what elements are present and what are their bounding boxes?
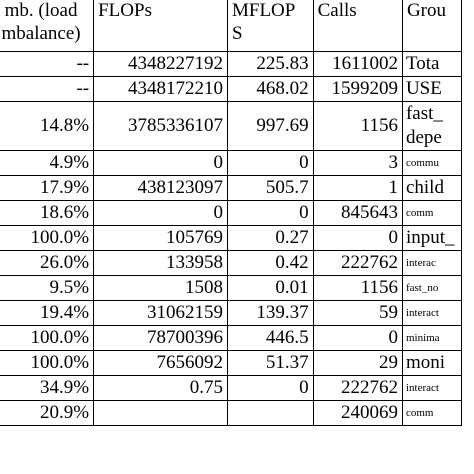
cell-group: minima	[401, 325, 463, 351]
cell-group: Tota	[401, 51, 463, 77]
header-mflops-line2: S	[231, 23, 243, 44]
cell-calls: 1156	[312, 275, 403, 301]
cell-group: child	[401, 175, 463, 201]
cell-imbalance: 18.6%	[0, 200, 95, 226]
table-row: 17.9% 438123097 505.7 1 child	[0, 175, 463, 201]
table-row: 9.5% 1508 0.01 1156 fast_no	[0, 275, 463, 301]
cell-imbalance: 9.5%	[0, 275, 95, 301]
header-mflops-line1: MFLOP	[231, 0, 296, 21]
cell-flops: 105769	[93, 225, 228, 251]
cell-calls: 1599209	[312, 76, 403, 102]
cell-flops: 31062159	[93, 300, 228, 326]
cell-calls: 3	[312, 150, 403, 176]
header-calls: Calls	[312, 0, 403, 52]
cell-calls: 240069	[312, 400, 403, 426]
cell-group-line2: depe	[405, 127, 442, 148]
cell-mflops: 139.37	[226, 300, 314, 326]
table-row: 14.8% 3785336107 997.69 1156 fast_depe	[0, 101, 463, 151]
cell-group: comm	[401, 400, 463, 426]
cell-calls: 1156	[312, 101, 403, 151]
cell-calls: 59	[312, 300, 403, 326]
cell-group: moni	[401, 350, 463, 376]
cell-mflops: 468.02	[226, 76, 314, 102]
cell-flops: 0.75	[93, 375, 228, 401]
cell-group: commu	[401, 150, 463, 176]
cell-group: input_	[401, 225, 463, 251]
table-header-row: mb. (load mbalance) FLOPs MFLOP S Calls …	[0, 0, 463, 52]
cell-group: comm	[401, 200, 463, 226]
table-row: -- 4348172210 468.02 1599209 USE	[0, 76, 463, 102]
header-imbalance-line2: mbalance)	[1, 23, 81, 44]
cell-flops: 0	[93, 200, 228, 226]
table-row: 4.9% 0 0 3 commu	[0, 150, 463, 176]
cell-group: fast_no	[401, 275, 463, 301]
cell-mflops: 446.5	[226, 325, 314, 351]
cell-calls: 0	[312, 225, 403, 251]
performance-table: mb. (load mbalance) FLOPs MFLOP S Calls …	[0, 0, 463, 426]
cell-imbalance: --	[0, 76, 95, 102]
cell-imbalance: 34.9%	[0, 375, 95, 401]
cell-flops: 78700396	[93, 325, 228, 351]
cell-mflops: 0	[226, 200, 314, 226]
cell-group: fast_depe	[401, 101, 463, 151]
table-body: -- 4348227192 225.83 1611002 Tota -- 434817221…	[0, 51, 463, 426]
cell-imbalance: 20.9%	[0, 400, 95, 426]
cell-mflops: 225.83	[226, 51, 314, 77]
cell-flops: 0	[93, 150, 228, 176]
cell-imbalance: 14.8%	[0, 101, 95, 151]
cell-group: USE	[401, 76, 463, 102]
cell-mflops: 0.42	[226, 250, 314, 276]
cell-calls: 29	[312, 350, 403, 376]
cell-calls: 1	[312, 175, 403, 201]
cell-mflops: 0.01	[226, 275, 314, 301]
table-row: 20.9% 240069 comm	[0, 400, 463, 426]
cell-calls: 845643	[312, 200, 403, 226]
table-row: 34.9% 0.75 0 222762 interact	[0, 375, 463, 401]
table-row: 18.6% 0 0 845643 comm	[0, 200, 463, 226]
cell-imbalance: 17.9%	[0, 175, 95, 201]
table-row: 26.0% 133958 0.42 222762 interac	[0, 250, 463, 276]
header-imbalance-line1: mb. (load	[4, 0, 78, 21]
cell-flops: 4348227192	[93, 51, 228, 77]
cell-flops	[93, 400, 228, 426]
table-row: 100.0% 78700396 446.5 0 minima	[0, 325, 463, 351]
table-row: 100.0% 105769 0.27 0 input_	[0, 225, 463, 251]
cell-flops: 7656092	[93, 350, 228, 376]
cell-mflops: 0.27	[226, 225, 314, 251]
cell-imbalance: 19.4%	[0, 300, 95, 326]
cell-group: interac	[401, 250, 463, 276]
cell-calls: 222762	[312, 250, 403, 276]
header-group: Grou	[401, 0, 463, 52]
cell-imbalance: 26.0%	[0, 250, 95, 276]
cell-flops: 1508	[93, 275, 228, 301]
cell-group-line1: fast_	[405, 103, 443, 124]
cell-imbalance: 100.0%	[0, 225, 95, 251]
header-mflops: MFLOP S	[226, 0, 314, 52]
cell-mflops: 505.7	[226, 175, 314, 201]
header-flops: FLOPs	[93, 0, 228, 52]
cell-group: interact	[401, 300, 463, 326]
cell-calls: 0	[312, 325, 403, 351]
cell-flops: 133958	[93, 250, 228, 276]
cell-mflops: 0	[226, 150, 314, 176]
cell-imbalance: 100.0%	[0, 350, 95, 376]
cell-imbalance: 4.9%	[0, 150, 95, 176]
cell-mflops: 51.37	[226, 350, 314, 376]
cell-flops: 4348172210	[93, 76, 228, 102]
table-row: 19.4% 31062159 139.37 59 interact	[0, 300, 463, 326]
cell-mflops: 997.69	[226, 101, 314, 151]
cell-flops: 438123097	[93, 175, 228, 201]
cell-calls: 1611002	[312, 51, 403, 77]
cell-imbalance: --	[0, 51, 95, 77]
cell-flops: 3785336107	[93, 101, 228, 151]
header-imbalance: mb. (load mbalance)	[0, 0, 95, 52]
cell-imbalance: 100.0%	[0, 325, 95, 351]
cell-calls: 222762	[312, 375, 403, 401]
table-row: -- 4348227192 225.83 1611002 Tota	[0, 51, 463, 77]
table-row: 100.0% 7656092 51.37 29 moni	[0, 350, 463, 376]
cell-mflops	[226, 400, 314, 426]
cell-mflops: 0	[226, 375, 314, 401]
cell-group: interact	[401, 375, 463, 401]
